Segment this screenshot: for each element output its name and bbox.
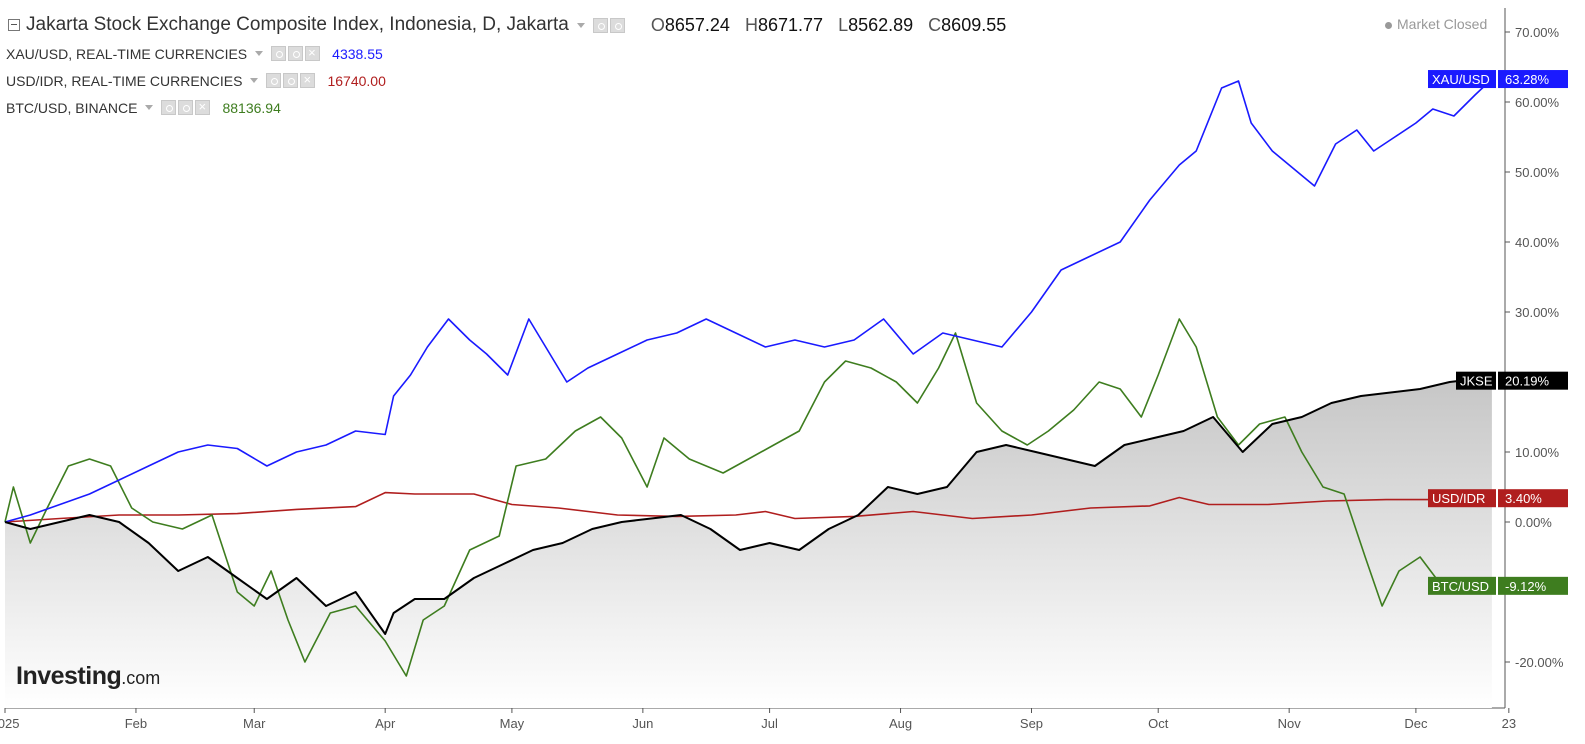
y-tick-label: 50.00% bbox=[1515, 165, 1560, 180]
y-tick-label: -20.00% bbox=[1515, 655, 1564, 670]
chevron-down-icon[interactable] bbox=[576, 22, 585, 28]
series-line-jkse bbox=[4, 377, 1493, 635]
logo-text: Investing bbox=[16, 662, 122, 690]
ohlc-high-label: H bbox=[744, 14, 758, 35]
collapse-icon[interactable] bbox=[8, 19, 20, 31]
ohlc-close-label: C bbox=[928, 14, 942, 35]
end-tag-value-bg bbox=[1498, 576, 1568, 595]
legend: Jakarta Stock Exchange Composite Index, … bbox=[4, 10, 1006, 121]
jkse-area-fill bbox=[5, 378, 1492, 708]
investing-logo: Investing.com bbox=[16, 662, 160, 691]
legend-label-idr: USD/IDR, REAL-TIME CURRENCIES bbox=[6, 72, 243, 89]
market-status: Market Closed bbox=[1385, 16, 1487, 32]
status-dot-icon bbox=[1385, 21, 1392, 29]
gear-icon[interactable] bbox=[288, 46, 304, 61]
x-tick-label: Jun bbox=[632, 716, 653, 731]
x-tick-label: Jul bbox=[761, 716, 778, 731]
end-tag-name: BTC/USD bbox=[1432, 579, 1489, 594]
end-tag-value-bg bbox=[1498, 371, 1568, 390]
x-tick-label: Oct bbox=[1148, 716, 1169, 731]
end-tag-value: 3.40% bbox=[1505, 491, 1542, 506]
market-status-text: Market Closed bbox=[1397, 16, 1488, 32]
end-tag-name-bg bbox=[1456, 371, 1496, 390]
ohlc-open-label: O bbox=[650, 14, 665, 35]
end-tag-name-bg bbox=[1428, 576, 1496, 595]
logo-suffix: .com bbox=[121, 668, 161, 688]
y-tick-label: 0.00% bbox=[1515, 515, 1552, 530]
y-tick-label: 30.00% bbox=[1515, 305, 1560, 320]
legend-value-xau: 4338.55 bbox=[332, 45, 383, 62]
ohlc-close-value: 8609.55 bbox=[941, 14, 1007, 35]
chevron-down-icon[interactable] bbox=[145, 105, 154, 110]
main-series-title: Jakarta Stock Exchange Composite Index, … bbox=[26, 14, 569, 35]
series-line-usd-idr bbox=[4, 491, 1492, 523]
legend-value-idr: 16740.00 bbox=[327, 72, 386, 89]
x-tick-label: Mar bbox=[243, 716, 266, 731]
ohlc-low-value: 8562.89 bbox=[848, 14, 914, 35]
x-tick-label: 2025 bbox=[0, 716, 19, 731]
end-tag-name: USD/IDR bbox=[1432, 491, 1485, 506]
x-tick-label: Feb bbox=[125, 716, 147, 731]
ohlc-high-value: 8671.77 bbox=[757, 14, 824, 35]
chevron-down-icon[interactable] bbox=[250, 78, 259, 83]
end-tag-name-bg bbox=[1428, 70, 1496, 89]
legend-label-btc: BTC/USD, BINANCE bbox=[6, 99, 138, 116]
eye-icon[interactable] bbox=[592, 17, 608, 33]
x-tick-label: Apr bbox=[375, 716, 396, 731]
end-tag-value: -9.12% bbox=[1505, 579, 1547, 594]
eye-icon[interactable] bbox=[161, 100, 177, 115]
eye-icon[interactable] bbox=[271, 46, 287, 61]
x-tick-label: 23 bbox=[1502, 716, 1516, 731]
x-tick-label: Sep bbox=[1020, 716, 1043, 731]
end-tag-name: XAU/USD bbox=[1432, 72, 1490, 87]
end-tag-value-bg bbox=[1498, 489, 1568, 508]
main-series-row: Jakarta Stock Exchange Composite Index, … bbox=[4, 10, 1006, 40]
y-tick-label: 40.00% bbox=[1515, 235, 1560, 250]
ohlc-readout: O8657.24 H8671.77 L8562.89 C8609.55 bbox=[641, 15, 1006, 36]
legend-row-btc: BTC/USD, BINANCE 88136.94 bbox=[4, 94, 1006, 121]
close-icon[interactable] bbox=[305, 45, 321, 61]
y-tick-label: 10.00% bbox=[1515, 445, 1560, 460]
close-icon[interactable] bbox=[300, 72, 316, 88]
ohlc-open-value: 8657.24 bbox=[664, 14, 730, 35]
series-line-xau-usd bbox=[4, 78, 1493, 523]
y-tick-label: 60.00% bbox=[1515, 95, 1560, 110]
close-icon[interactable] bbox=[195, 99, 211, 115]
gear-icon[interactable] bbox=[283, 73, 299, 88]
legend-value-btc: 88136.94 bbox=[222, 99, 281, 116]
end-tag-value: 63.28% bbox=[1505, 72, 1550, 87]
x-tick-label: Nov bbox=[1278, 716, 1302, 731]
eye-icon[interactable] bbox=[266, 73, 282, 88]
end-tag-name: JKSE bbox=[1460, 374, 1493, 389]
legend-row-idr: USD/IDR, REAL-TIME CURRENCIES 16740.00 bbox=[4, 67, 1006, 94]
legend-label-xau: XAU/USD, REAL-TIME CURRENCIES bbox=[6, 45, 248, 62]
end-tag-value: 20.19% bbox=[1505, 374, 1550, 389]
ohlc-low-label: L bbox=[838, 14, 849, 35]
legend-row-xau: XAU/USD, REAL-TIME CURRENCIES 4338.55 bbox=[4, 40, 1006, 67]
gear-icon[interactable] bbox=[609, 17, 625, 33]
x-tick-label: Aug bbox=[889, 716, 912, 731]
end-tag-value-bg bbox=[1498, 70, 1568, 89]
gear-icon[interactable] bbox=[178, 100, 194, 115]
series-line-btc-usd bbox=[4, 318, 1492, 677]
x-tick-label: May bbox=[500, 716, 525, 731]
x-tick-label: Dec bbox=[1404, 716, 1428, 731]
chevron-down-icon[interactable] bbox=[255, 51, 264, 56]
end-tag-name-bg bbox=[1428, 489, 1496, 508]
y-tick-label: 70.00% bbox=[1515, 25, 1560, 40]
